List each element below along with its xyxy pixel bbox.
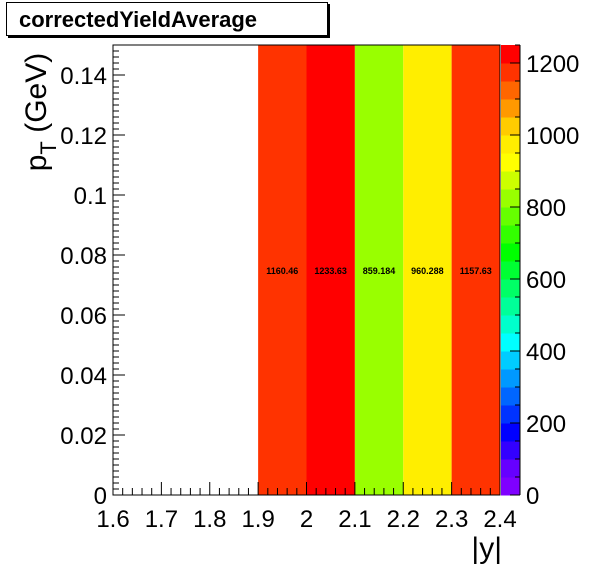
color-scale-tick-label: 200 (526, 411, 566, 438)
cell-value-label: 1157.63 (460, 266, 492, 276)
chart-title-box: correctedYieldAverage (6, 2, 328, 36)
y-axis-label-subscript: T (36, 141, 61, 154)
color-scale-segment (501, 99, 520, 118)
y-tick-label: 0.1 (74, 183, 107, 210)
color-scale-tick-label: 400 (526, 339, 566, 366)
color-scale-segment (501, 441, 520, 460)
y-tick-label: 0 (94, 483, 107, 510)
color-scale-segment (501, 297, 520, 316)
y-tick-label: 0.12 (60, 123, 107, 150)
cell-value-label: 1160.46 (266, 266, 298, 276)
y-tick-label: 0.02 (60, 423, 107, 450)
y-axis-label: pT (GeV) (20, 53, 61, 172)
color-scale-segment (501, 315, 520, 334)
color-scale-segment (501, 405, 520, 424)
y-axis-label-unit: (GeV) (20, 53, 53, 141)
y-tick-label: 0.04 (60, 363, 107, 390)
color-scale-segment (501, 153, 520, 172)
heatmap-cell-labels: 1160.46 1233.63 859.184 960.288 1157.63 (266, 266, 492, 276)
x-tick-label: 1.6 (96, 506, 129, 533)
cell-value-label: 1233.63 (314, 266, 347, 276)
y-tick-label: 0.06 (60, 303, 107, 330)
x-tick-label: 2.3 (435, 506, 468, 533)
color-scale-segment (501, 189, 520, 208)
heatmap-cell (354, 45, 404, 495)
heatmap-cell (306, 45, 355, 495)
color-scale-tick-label: 0 (526, 483, 539, 510)
color-scale-segment (501, 477, 520, 496)
y-axis-label-main: p (20, 155, 53, 172)
x-tick-label: 1.7 (145, 506, 178, 533)
color-scale: 0 200 400 600 800 1000 1200 (501, 44, 579, 510)
x-tick-label: 2.2 (387, 506, 420, 533)
color-scale-segment (501, 423, 520, 442)
heatmap-cell (403, 45, 452, 495)
y-axis: 0 0.02 0.04 0.06 0.08 0.1 0.12 0.14 (60, 44, 125, 510)
color-scale-segment (501, 351, 520, 370)
color-scale-tick-label: 1000 (526, 123, 579, 150)
color-scale-segment (501, 63, 520, 82)
chart-title: correctedYieldAverage (19, 7, 258, 32)
color-scale-segment (501, 207, 520, 226)
heatmap-cells (258, 45, 500, 495)
x-tick-label: 2 (300, 506, 313, 533)
cell-value-label: 859.184 (363, 266, 396, 276)
color-scale-tick-label: 800 (526, 195, 566, 222)
y-tick-label: 0.14 (60, 63, 107, 90)
color-scale-segment (501, 369, 520, 388)
heatmap-cell (451, 45, 500, 495)
x-tick-label: 1.9 (241, 506, 274, 533)
svg-text:pT (GeV): pT (GeV) (20, 53, 61, 172)
color-scale-segment (501, 135, 520, 154)
color-scale-segment (501, 171, 520, 190)
color-scale-segment (501, 333, 520, 352)
color-scale-segment (501, 81, 520, 100)
color-scale-segment (501, 45, 520, 64)
cell-value-label: 960.288 (411, 266, 444, 276)
color-scale-segment (501, 243, 520, 262)
color-scale-segment (501, 459, 520, 478)
x-axis: 1.6 1.7 1.8 1.9 2 2.1 2.2 2.3 2.4 (96, 482, 517, 533)
color-scale-segment (501, 279, 520, 298)
color-scale-segment (501, 387, 520, 406)
x-tick-label: 1.8 (193, 506, 226, 533)
x-axis-label: |y| (471, 532, 502, 565)
color-scale-tick-label: 600 (526, 267, 566, 294)
x-tick-label: 2.4 (483, 506, 516, 533)
color-scale-segment (501, 225, 520, 244)
color-scale-segment (501, 261, 520, 280)
y-tick-label: 0.08 (60, 243, 107, 270)
heatmap-cell (258, 45, 307, 495)
x-tick-label: 2.1 (338, 506, 371, 533)
color-scale-tick-label: 1200 (526, 51, 579, 78)
color-scale-segment (501, 117, 520, 136)
